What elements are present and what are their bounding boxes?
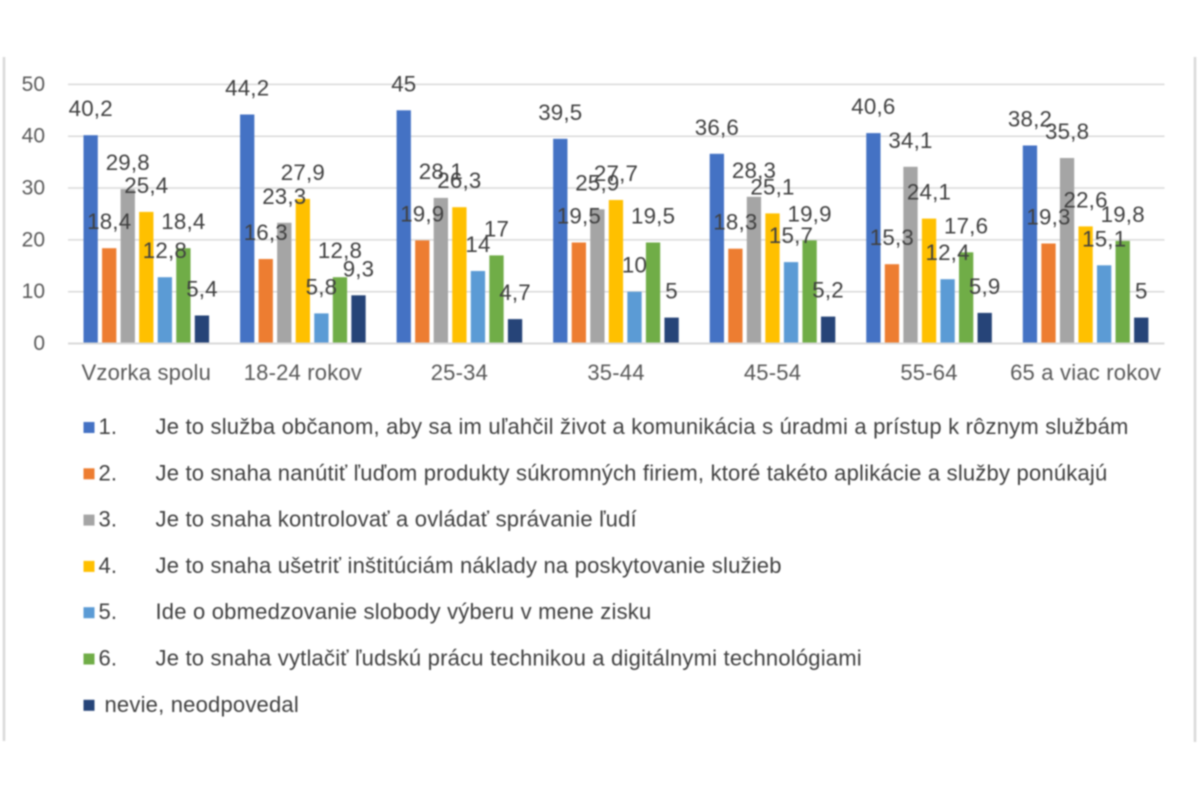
svg-text:Je to snaha ušetriť inštitúciá: Je to snaha ušetriť inštitúciám náklady … (156, 553, 782, 578)
svg-text:5,8: 5,8 (306, 274, 338, 299)
svg-text:65 a viac rokov: 65 a viac rokov (1010, 360, 1161, 385)
svg-text:5: 5 (1135, 279, 1148, 304)
svg-text:40: 40 (22, 125, 45, 148)
svg-text:35,8: 35,8 (1045, 119, 1089, 144)
svg-text:15,1: 15,1 (1082, 226, 1126, 251)
svg-text:25,1: 25,1 (750, 174, 794, 199)
svg-text:3.: 3. (99, 507, 118, 532)
svg-text:5.: 5. (99, 599, 118, 624)
svg-text:23,3: 23,3 (262, 184, 306, 209)
svg-text:14: 14 (465, 232, 490, 257)
svg-text:28,1: 28,1 (419, 159, 463, 184)
svg-text:45: 45 (391, 71, 416, 96)
svg-text:6.: 6. (99, 646, 118, 671)
svg-text:25,9: 25,9 (575, 170, 619, 195)
svg-text:Ide o obmedzovanie slobody výb: Ide o obmedzovanie slobody výberu v mene… (156, 599, 652, 624)
svg-text:19,9: 19,9 (400, 201, 444, 226)
svg-text:5,9: 5,9 (969, 274, 1001, 299)
svg-text:25,4: 25,4 (124, 173, 168, 198)
svg-text:24,1: 24,1 (907, 180, 951, 205)
svg-text:9,3: 9,3 (343, 256, 375, 281)
svg-text:16,3: 16,3 (244, 220, 288, 245)
svg-text:55-64: 55-64 (900, 360, 957, 385)
svg-text:22,6: 22,6 (1063, 187, 1107, 212)
svg-text:nevie, neodpovedal: nevie, neodpovedal (105, 692, 299, 717)
svg-text:5: 5 (665, 279, 678, 304)
svg-text:38,2: 38,2 (1008, 107, 1052, 132)
svg-text:19,5: 19,5 (557, 204, 601, 229)
svg-text:19,8: 19,8 (1101, 202, 1145, 227)
svg-text:44,2: 44,2 (225, 76, 269, 101)
svg-text:18,4: 18,4 (161, 209, 205, 234)
svg-text:35-44: 35-44 (587, 360, 644, 385)
svg-text:Vzorka spolu: Vzorka spolu (82, 360, 212, 385)
svg-text:4,7: 4,7 (499, 280, 531, 305)
svg-text:0: 0 (33, 332, 45, 355)
svg-text:45-54: 45-54 (744, 360, 801, 385)
svg-text:4.: 4. (99, 553, 118, 578)
svg-text:40,6: 40,6 (851, 94, 895, 119)
svg-text:10: 10 (622, 253, 647, 278)
svg-text:20: 20 (22, 228, 45, 251)
svg-text:15,7: 15,7 (769, 223, 813, 248)
svg-text:36,6: 36,6 (695, 115, 739, 140)
svg-text:29,8: 29,8 (106, 150, 150, 175)
svg-text:19,3: 19,3 (1026, 205, 1070, 230)
svg-text:5,4: 5,4 (186, 277, 218, 302)
svg-text:39,5: 39,5 (538, 100, 582, 125)
svg-text:12,8: 12,8 (143, 238, 187, 263)
svg-text:25-34: 25-34 (431, 360, 488, 385)
svg-text:19,9: 19,9 (787, 201, 831, 226)
svg-text:18,3: 18,3 (713, 210, 757, 235)
svg-text:18-24 rokov: 18-24 rokov (244, 360, 362, 385)
svg-text:Je to snaha kontrolovať a ovlá: Je to snaha kontrolovať a ovládať správa… (156, 507, 637, 532)
svg-text:28,3: 28,3 (732, 158, 776, 183)
svg-text:Je to snaha nanútiť ľuďom prod: Je to snaha nanútiť ľuďom produkty súkro… (156, 460, 1108, 485)
svg-text:Je to snaha vytlačiť ľudskú pr: Je to snaha vytlačiť ľudskú prácu techni… (156, 646, 862, 671)
svg-text:17: 17 (484, 216, 509, 241)
svg-text:34,1: 34,1 (888, 128, 932, 153)
svg-text:12,4: 12,4 (925, 240, 969, 265)
svg-text:50: 50 (22, 73, 45, 96)
svg-text:15,3: 15,3 (870, 225, 914, 250)
svg-text:30: 30 (22, 177, 45, 200)
svg-text:2.: 2. (99, 460, 118, 485)
svg-text:Je to služba občanom, aby sa i: Je to služba občanom, aby sa im uľahčil … (156, 414, 1129, 439)
svg-text:1.: 1. (99, 414, 118, 439)
svg-text:10: 10 (22, 280, 45, 303)
svg-text:27,7: 27,7 (594, 161, 638, 186)
svg-text:19,5: 19,5 (631, 204, 675, 229)
svg-text:17,6: 17,6 (944, 213, 988, 238)
svg-text:26,3: 26,3 (437, 168, 481, 193)
svg-text:12,8: 12,8 (318, 238, 362, 263)
svg-text:27,9: 27,9 (281, 160, 325, 185)
svg-text:40,2: 40,2 (69, 96, 113, 121)
svg-text:18,4: 18,4 (87, 209, 131, 234)
svg-text:5,2: 5,2 (812, 278, 844, 303)
